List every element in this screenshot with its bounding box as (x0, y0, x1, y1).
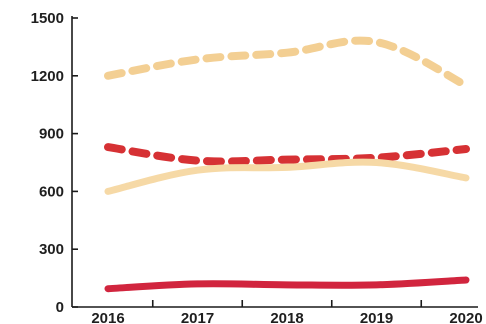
y-tick-label-900: 900 (39, 126, 64, 143)
series-line-4 (104, 276, 470, 293)
x-tick-label-2018: 2018 (270, 310, 303, 324)
y-tick-label-300: 300 (39, 241, 64, 258)
series-line-1 (104, 36, 470, 90)
series-layer (104, 36, 470, 293)
x-tick-label-2020: 2020 (449, 310, 482, 324)
y-tick-label-1500: 1500 (31, 10, 64, 27)
y-tick-label-1200: 1200 (31, 68, 64, 85)
y-tick-label-600: 600 (39, 183, 64, 200)
series-line-2 (104, 143, 470, 166)
series-line-3 (104, 158, 470, 195)
x-tick-label-2017: 2017 (181, 310, 214, 324)
x-tick-label-2019: 2019 (360, 310, 393, 324)
y-tick-label-0: 0 (56, 299, 64, 316)
x-tick-label-2016: 2016 (91, 310, 124, 324)
axis-layer: 0 300 600 900 1200 1500 2016 2017 2018 2019 2020 (31, 10, 483, 324)
